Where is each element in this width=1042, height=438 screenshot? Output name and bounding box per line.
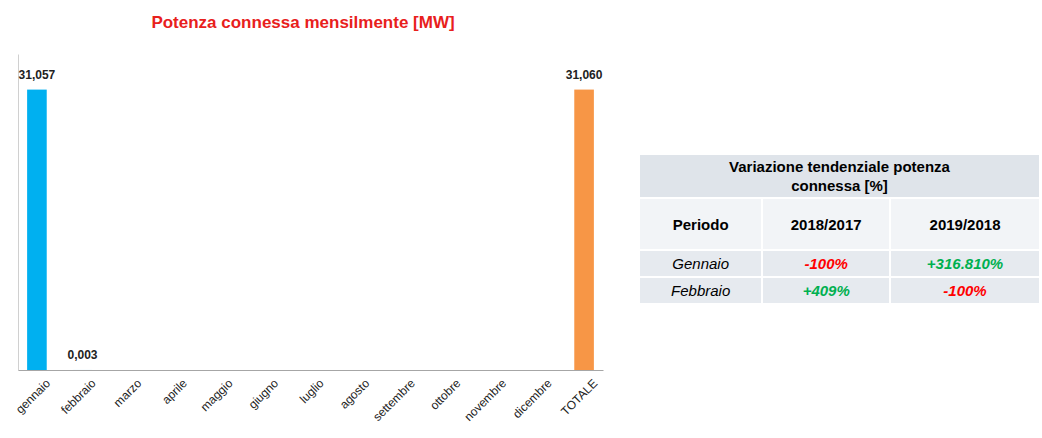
x-tick-label: maggio <box>198 376 236 414</box>
table-period: Febbraio <box>639 277 762 304</box>
chart-title: Potenza connessa mensilmente [MW] <box>151 13 454 32</box>
x-tick-label: luglio <box>297 376 327 406</box>
x-tick: febbraio <box>58 376 99 417</box>
bars <box>27 90 594 370</box>
x-tick: agosto <box>337 376 373 412</box>
x-tick: novembre <box>461 376 509 424</box>
x-tick: maggio <box>198 376 236 414</box>
table-value: +409% <box>762 277 890 304</box>
x-tick: gennaio <box>13 376 53 416</box>
x-tick: ottobre <box>427 376 464 413</box>
y-axis-line <box>18 55 19 371</box>
x-tick-label: gennaio <box>13 376 53 416</box>
data-labels: 31,057 0,003 31,060 <box>19 68 603 362</box>
table-value: -100% <box>890 277 1040 304</box>
x-axis: gennaiofebbraio marzo aprile maggio giugno lu… <box>13 371 604 424</box>
table-value: -100% <box>762 250 890 277</box>
x-axis-line <box>19 370 604 371</box>
table-header: 2018/2017 <box>762 198 890 250</box>
x-tick-label: aprile <box>159 376 190 407</box>
x-tick-label: settembre <box>370 376 418 424</box>
x-tick-label: novembre <box>461 376 509 424</box>
table-title-line: Variazione tendenziale potenza <box>729 158 950 175</box>
table-period: Gennaio <box>639 250 762 277</box>
x-tick-label: dicembre <box>510 376 555 421</box>
data-label: 31,060 <box>566 68 603 82</box>
x-tick-label: TOTALE <box>558 376 600 418</box>
x-tick: giugno <box>246 376 282 412</box>
y-axis <box>18 55 19 371</box>
variation-table: Variazione tendenziale potenza connessa [… <box>638 153 1041 305</box>
x-tick: marzo <box>111 376 145 410</box>
table-title-line: connessa [%] <box>791 177 888 194</box>
bar <box>73 369 93 370</box>
x-tick-label: marzo <box>111 376 145 410</box>
table-value: +316.810% <box>890 250 1040 277</box>
data-label: 0,003 <box>68 348 98 362</box>
x-tick-label: ottobre <box>427 376 464 413</box>
bar <box>27 90 47 370</box>
x-tick: settembre <box>370 376 418 424</box>
x-tick: dicembre <box>510 376 555 421</box>
data-label: 31,057 <box>19 68 56 82</box>
x-tick-label: febbraio <box>58 376 99 417</box>
x-tick: aprile <box>159 376 190 407</box>
bar <box>574 90 594 370</box>
x-tick: luglio <box>297 376 327 406</box>
table-header: 2019/2018 <box>890 198 1040 250</box>
table-header: Periodo <box>639 198 762 250</box>
x-tick: TOTALE <box>558 376 600 418</box>
x-tick-label: giugno <box>246 376 282 412</box>
table-title: Variazione tendenziale potenza connessa [… <box>639 154 1040 198</box>
x-tick-label: agosto <box>337 376 373 412</box>
